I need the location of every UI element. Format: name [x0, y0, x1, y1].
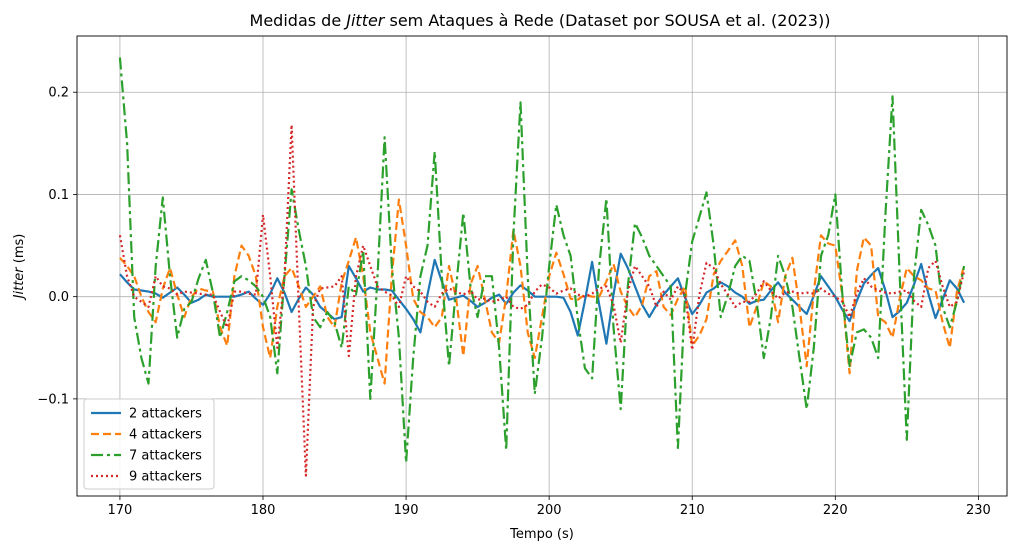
chart-title-italic: Jitter: [343, 11, 386, 30]
series-lines: [118, 57, 966, 477]
y-tick-label: −0.1: [37, 392, 69, 407]
x-tick-label: 200: [537, 503, 562, 518]
chart-title-suffix: sem Ataques à Rede (Dataset por SOUSA et…: [384, 11, 830, 30]
y-tick-label: 0.0: [48, 290, 69, 305]
legend-box: [83, 398, 215, 490]
legend: 2 attackers 4 attackers 7 attackers 9 attac…: [83, 398, 215, 490]
legend-label-4: 9 attackers: [129, 470, 202, 485]
x-tick-label: 180: [251, 503, 276, 518]
y-axis-label-suffix: (ms): [12, 234, 27, 268]
legend-label-3: 7 attackers: [129, 449, 202, 464]
y-axis-label-italic: Jitter: [12, 266, 27, 302]
y-axis-label: Jitter (ms): [12, 234, 27, 302]
chart-title-prefix: Medidas de: [250, 11, 347, 30]
x-axis-label: Tempo (s): [509, 527, 574, 542]
legend-items: 2 attackers 4 attackers 7 attackers 9 attac…: [91, 407, 202, 485]
x-tick-label: 170: [108, 503, 133, 518]
series-line-4: [118, 123, 966, 477]
y-tick-label: 0.1: [48, 188, 69, 203]
y-tick-label: 0.2: [48, 86, 69, 101]
axis-ticks: 170 180 190 200 210 220 230 −0.1 0.0 0.1 0.2: [37, 86, 990, 518]
chart-title: Medidas de Jitter sem Ataques à Rede (Da…: [250, 11, 831, 30]
series-line-3: [118, 57, 966, 464]
x-tick-label: 190: [394, 503, 419, 518]
x-tick-label: 210: [680, 503, 705, 518]
legend-label-2: 4 attackers: [129, 428, 202, 443]
x-tick-label: 230: [966, 503, 991, 518]
series-line-2: [119, 198, 966, 385]
plot-area-frame: [76, 35, 1008, 497]
legend-label-1: 2 attackers: [129, 407, 202, 422]
x-tick-label: 220: [823, 503, 848, 518]
